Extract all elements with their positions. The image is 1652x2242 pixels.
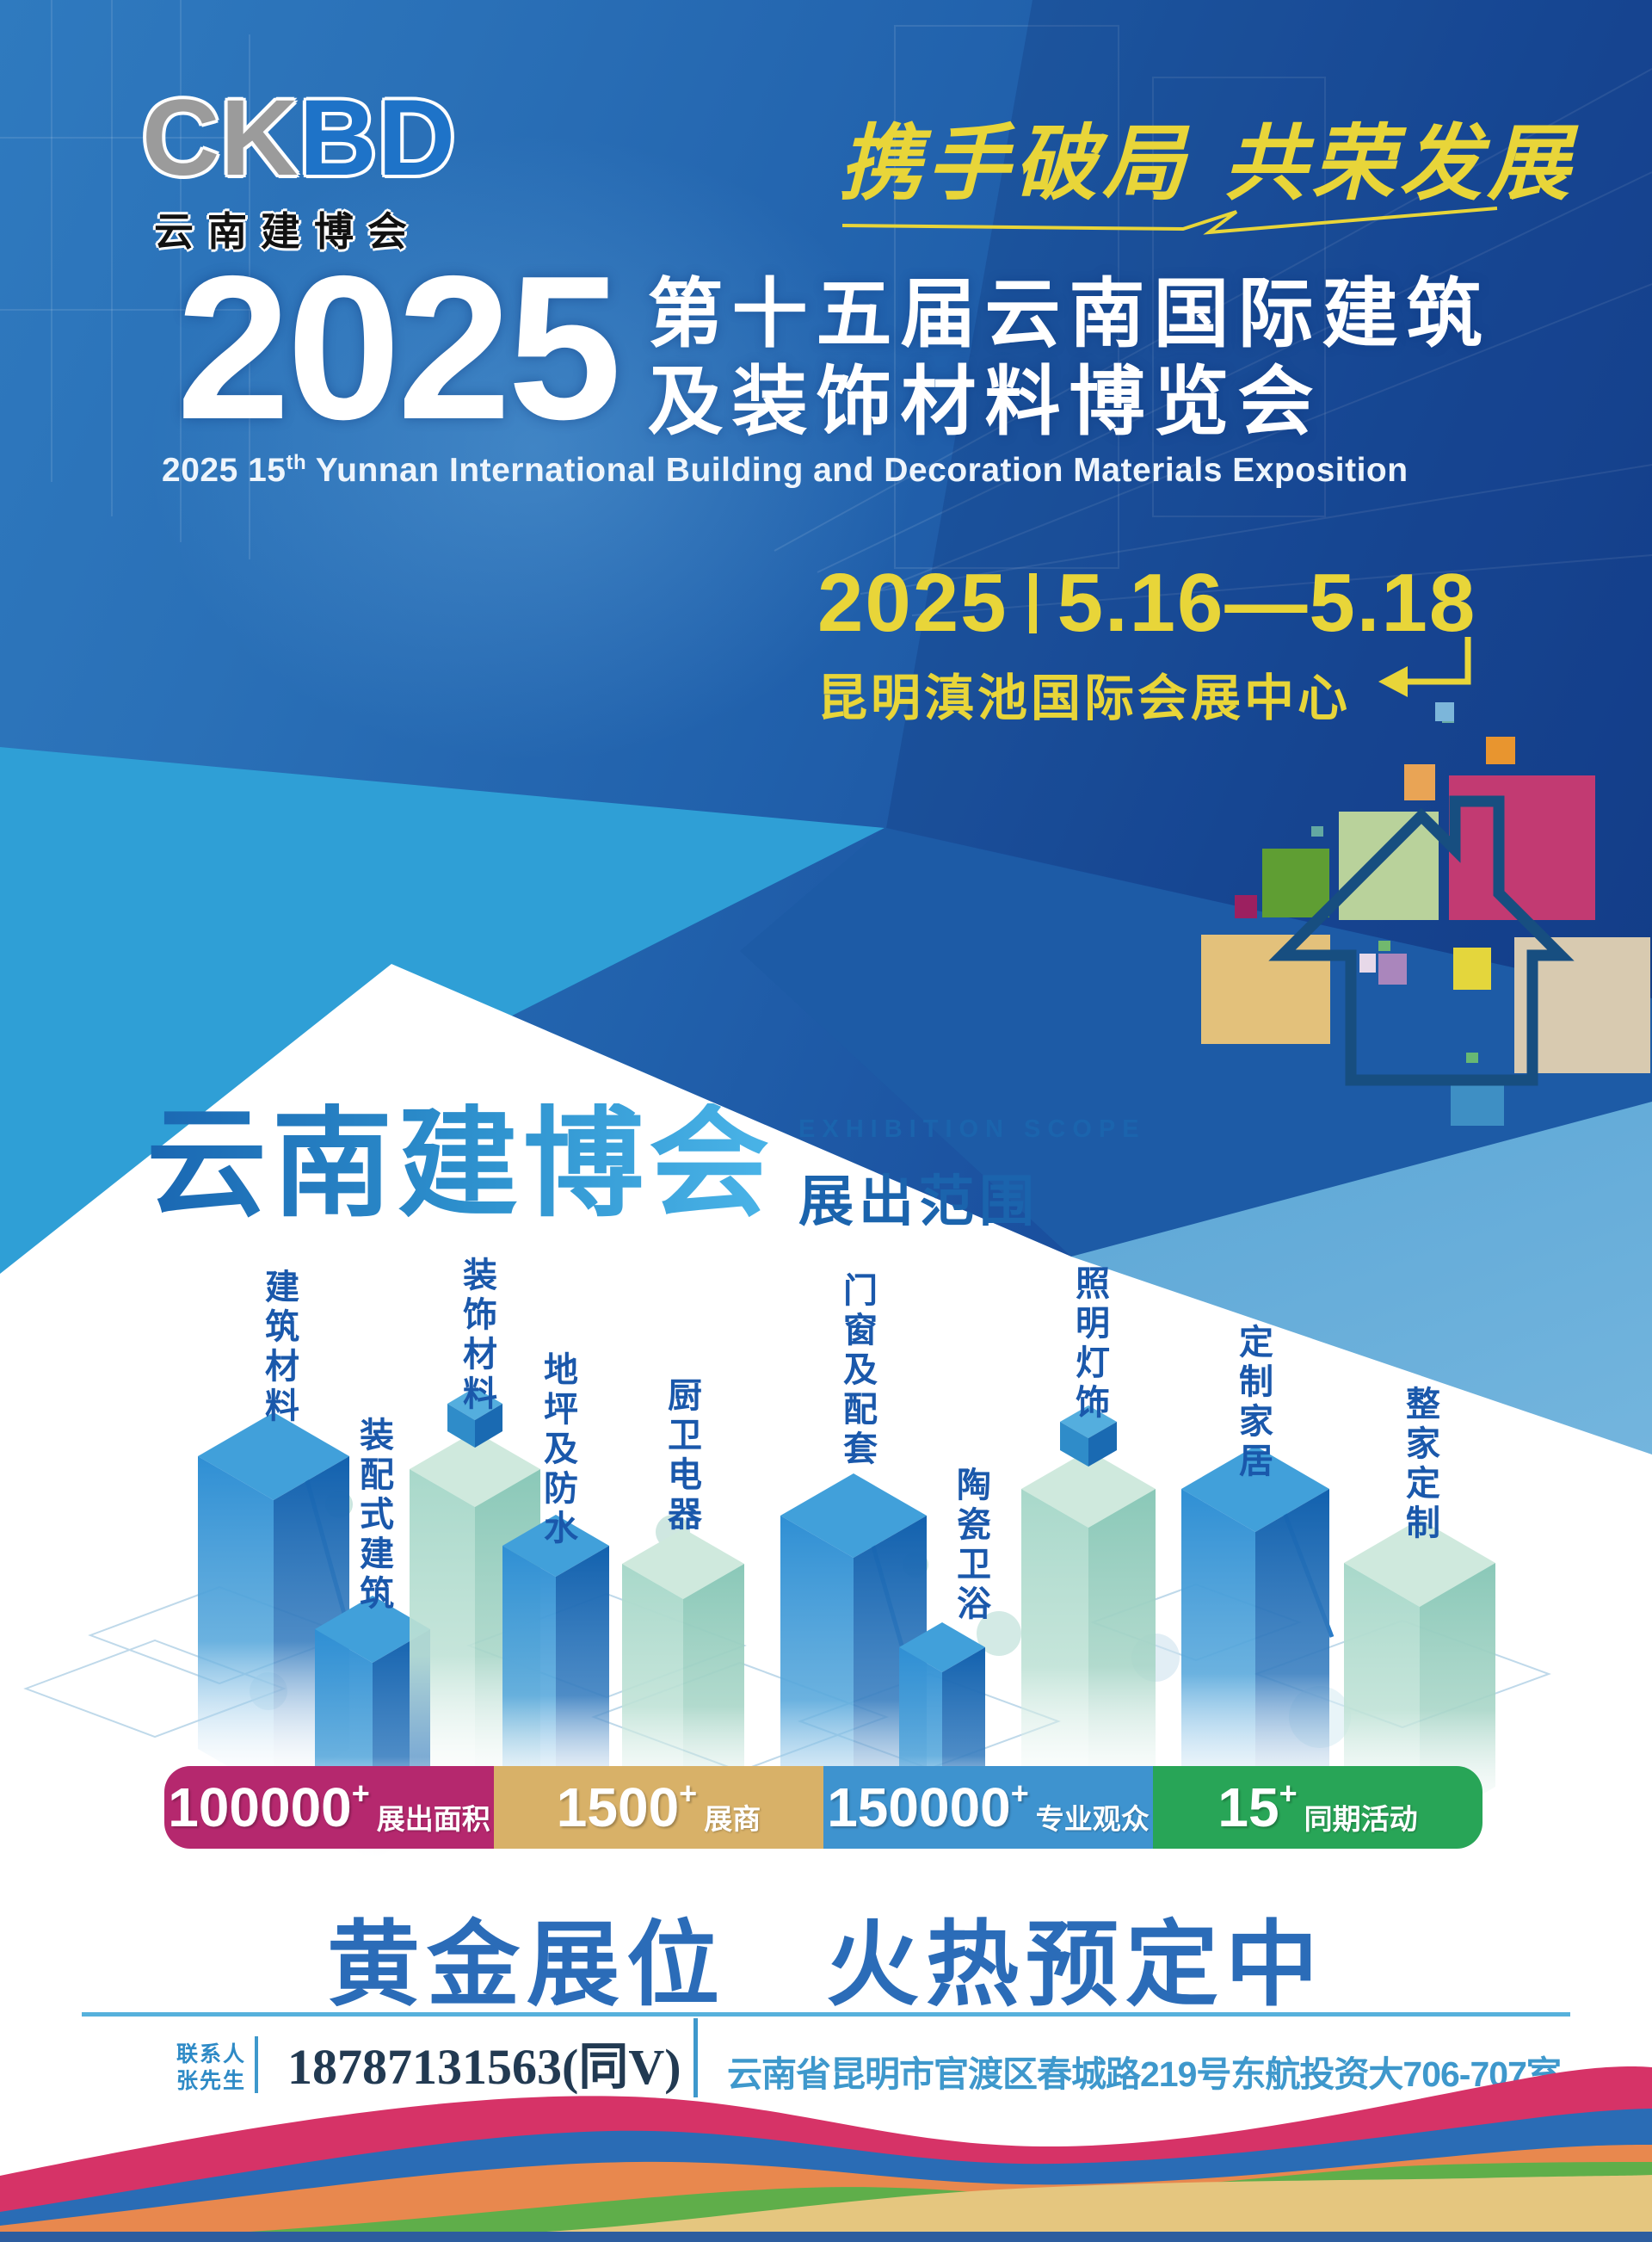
logo-subtext: 云南建博会: [154, 209, 421, 254]
stat-segment: 15+ 同期活动: [1153, 1766, 1482, 1849]
scope-bar: [1021, 1405, 1156, 1812]
scope-bar-label: 整家定制: [1401, 1386, 1439, 1544]
scope-bar: [1181, 1446, 1329, 1825]
scope-bar: [622, 1529, 744, 1823]
scope-bar-label: 装配式建筑: [354, 1417, 392, 1615]
logo-ckbd: CKBD: [142, 78, 457, 198]
contact-vertical-divider-1: [255, 2036, 258, 2093]
scope-bar-label: 陶瓷卫浴: [952, 1467, 989, 1625]
stat-value: 1500+: [556, 1776, 698, 1838]
event-date: 2025 5.16—5.18: [817, 556, 1476, 651]
scope-bar-label: 建筑材料: [260, 1269, 298, 1427]
stat-label: 展商: [704, 1803, 761, 1835]
date-separator: [1028, 573, 1037, 633]
stat-value: 15+: [1217, 1776, 1298, 1838]
hero-slogan: 携手破局 共荣发展: [839, 114, 1575, 212]
title-year: 2025: [176, 234, 621, 462]
house-illustration: [1201, 713, 1650, 1126]
stat-value: 150000+: [827, 1776, 1029, 1838]
scope-bar: [198, 1412, 349, 1793]
stat-segment: 1500+ 展商: [494, 1766, 823, 1849]
contact-phone: 18787131563(同V): [287, 2039, 681, 2095]
contact-vertical-divider-2: [693, 2018, 698, 2097]
date-year: 2025: [817, 557, 1008, 649]
title-chinese: 第十五届云南国际建筑 及装饰材料博览会: [647, 270, 1490, 446]
scope-bar-label: 定制家居: [1234, 1324, 1272, 1482]
title-line2: 及装饰材料博览会: [647, 359, 1322, 445]
scope-bar-label: 门窗及配套: [838, 1272, 876, 1470]
stat-segment: 100000+ 展出面积: [164, 1766, 494, 1849]
scope-subtitle-cn: 展出范围: [798, 1170, 1040, 1232]
small-sky-square: [1435, 702, 1454, 721]
title-english: 2025 15th Yunnan International Building …: [162, 451, 1409, 489]
scope-title: 云南建博会: [146, 1096, 775, 1231]
scope-bar-label: 地坪及防水: [539, 1351, 576, 1549]
booking-slogan: 黄金展位 火热预定中: [326, 1911, 1325, 2019]
contact-divider-line: [82, 2012, 1570, 2017]
scope-subtitle-en: EXHIBITION SCOPE: [798, 1115, 1146, 1143]
hero-title: 2025 第十五届云南国际建筑 及装饰材料博览会: [176, 234, 1490, 462]
scope-subtitles: EXHIBITION SCOPE 展出范围: [798, 1103, 1146, 1237]
venue: 昆明滇池国际会展中心: [817, 670, 1352, 726]
stat-value: 100000+: [168, 1776, 370, 1838]
house-outline-icon: [1268, 795, 1575, 1086]
scope-bar-label: 装饰材料: [458, 1257, 496, 1415]
scope-bar-label: 照明灯饰: [1070, 1265, 1108, 1424]
scope-bar: [1344, 1519, 1495, 1831]
bottom-waves-decoration: [0, 2066, 1652, 2242]
stats-bar: 100000+ 展出面积 1500+ 展商 150000+ 专业观众 15+ 同期活动: [164, 1766, 1482, 1849]
contact-person: 联系人 张先生: [176, 2041, 246, 2095]
stat-segment: 150000+ 专业观众: [823, 1766, 1153, 1849]
stat-label: 同期活动: [1304, 1803, 1418, 1835]
scope-bar: [502, 1515, 609, 1818]
scope-bar-label: 厨卫电器: [663, 1377, 700, 1535]
contact-address: 云南省昆明市官渡区春城路219号东航投资大706-707室: [727, 2054, 1562, 2094]
return-arrow-icon: [1378, 637, 1471, 697]
stat-label: 展出面积: [376, 1803, 490, 1835]
scope-header: 云南建博会 EXHIBITION SCOPE 展出范围: [146, 1103, 1146, 1237]
slogan-underline: [841, 207, 1498, 235]
logo: CKBD 云南建博会: [142, 84, 456, 257]
title-line1: 第十五届云南国际建筑: [647, 271, 1491, 356]
contact-role-label: 联系人: [176, 2042, 247, 2066]
contact-name: 张先生: [176, 2069, 247, 2093]
stat-label: 专业观众: [1035, 1803, 1150, 1835]
date-range: 5.16—5.18: [1057, 557, 1477, 649]
